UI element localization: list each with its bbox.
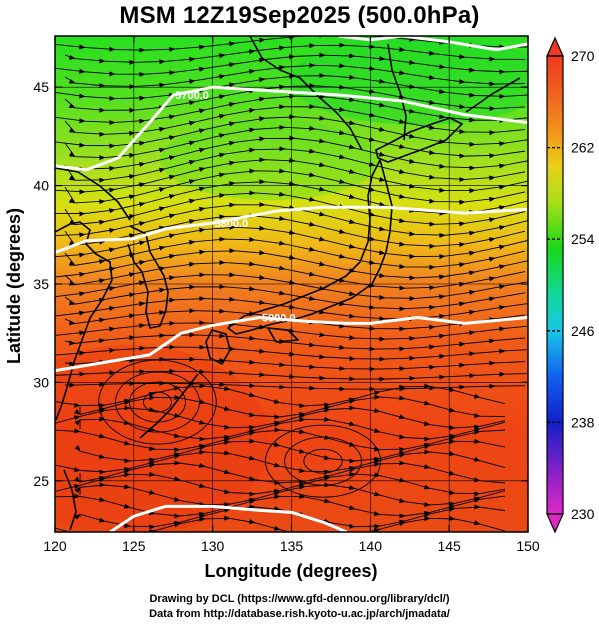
contour-line — [55, 205, 528, 254]
x-axis: 120 125 130 135 140 145 150 — [43, 36, 540, 554]
colorbar: 230 238 246 254 262 270 — [546, 36, 595, 534]
vortex-streamline — [98, 359, 217, 445]
x-tick-label: 145 — [437, 538, 461, 554]
colorbar-scale — [546, 55, 564, 515]
colorbar-tick-label: 254 — [571, 231, 595, 247]
streamline — [55, 515, 506, 532]
vortex-streamline — [143, 391, 172, 413]
colorbar-tick-label: 270 — [571, 48, 595, 64]
y-tick-label: 40 — [33, 178, 49, 194]
x-tick-label: 125 — [122, 538, 146, 554]
streamline — [55, 344, 528, 362]
y-tick-label: 35 — [33, 276, 49, 292]
map-title: MSM 12Z19Sep2025 (500.0hPa) — [119, 2, 480, 29]
lat-lon-grid — [55, 36, 528, 532]
colorbar-tick-label: 238 — [571, 414, 595, 430]
vortex-streamline — [303, 448, 343, 474]
colorbar-tick-label: 262 — [571, 140, 595, 156]
colorbar-tick-label: 246 — [571, 323, 595, 339]
streamline — [64, 356, 526, 372]
streamline — [55, 368, 528, 382]
contour-label: 5900.0 — [262, 312, 296, 324]
y-tick-label: 30 — [33, 374, 49, 390]
x-axis-label: Longitude (degrees) — [204, 561, 377, 581]
contour-line — [55, 315, 528, 373]
vortex-streamline — [284, 436, 362, 486]
coastlines — [55, 36, 521, 531]
credit-drawing: Drawing by DCL (https://www.gfd-dennou.o… — [149, 593, 450, 605]
credit-data: Data from http://database.rish.kyoto-u.a… — [149, 608, 450, 620]
contour-label: 5700.0 — [175, 90, 209, 102]
contour-line — [109, 504, 348, 532]
colorbar-bottom-arrow — [546, 513, 564, 534]
y-tick-label: 25 — [33, 473, 49, 489]
x-tick-label: 120 — [43, 538, 67, 554]
wind-streamlines — [55, 36, 528, 532]
x-tick-label: 135 — [280, 538, 304, 554]
vortex-streamline — [264, 424, 382, 498]
y-tick-label: 45 — [33, 79, 49, 95]
x-tick-label: 130 — [201, 538, 225, 554]
contour-line — [55, 85, 528, 172]
vortex-streamline — [115, 371, 200, 433]
colorbar-tick-label: 230 — [571, 506, 595, 522]
contour-line — [338, 36, 528, 52]
contour-label: 5800.0 — [215, 218, 249, 230]
x-tick-label: 150 — [516, 538, 540, 554]
y-axis-label: Latitude (degrees) — [4, 208, 24, 364]
y-axis: 25 30 35 40 45 — [33, 79, 528, 489]
x-tick-label: 140 — [359, 538, 383, 554]
geopotential-contours: 5700.0 5800.0 5900.0 — [55, 36, 528, 532]
colorbar-top-arrow — [546, 36, 564, 57]
